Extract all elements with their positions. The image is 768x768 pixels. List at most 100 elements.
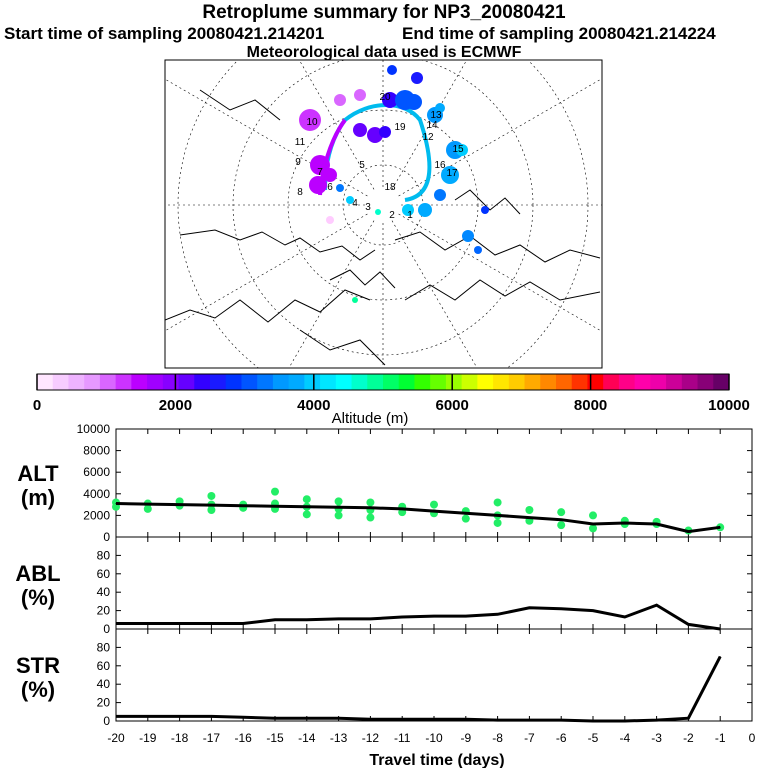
x-tick-label: -9 xyxy=(460,731,471,745)
data-point xyxy=(210,504,212,506)
x-tick-label: -19 xyxy=(139,731,157,745)
colorbar-swatch xyxy=(445,374,463,390)
x-tick-label: -6 xyxy=(556,731,567,745)
colorbar-swatch xyxy=(320,374,337,390)
y-tick-label: 20 xyxy=(97,696,111,710)
data-point xyxy=(656,604,658,606)
y-tick-label: 20 xyxy=(97,604,111,618)
colorbar-swatch xyxy=(131,374,148,390)
colorbar-swatch xyxy=(335,374,353,390)
data-point xyxy=(401,718,403,720)
scatter-point xyxy=(302,510,311,519)
x-tick-label: -4 xyxy=(619,731,630,745)
data-point xyxy=(624,522,626,524)
scatter-point xyxy=(493,498,502,507)
y-tick-label: 40 xyxy=(97,585,111,599)
data-point xyxy=(179,504,181,506)
data-point xyxy=(719,526,721,528)
colorbar-swatch xyxy=(162,374,180,390)
data-point xyxy=(338,717,340,719)
data-point xyxy=(624,616,626,618)
x-tick-label: -11 xyxy=(394,731,411,745)
x-tick-label: -8 xyxy=(492,731,503,745)
colorbar-tick-label: 8000 xyxy=(574,397,607,414)
x-axis-label: Travel time (days) xyxy=(369,752,504,768)
data-point xyxy=(306,619,308,621)
y-tick-label: 4000 xyxy=(83,487,110,501)
colorbar-swatch xyxy=(524,374,541,390)
colorbar-swatch xyxy=(225,374,242,390)
data-point xyxy=(528,719,530,721)
colorbar-swatch xyxy=(618,374,636,390)
colorbar-swatch xyxy=(304,374,321,390)
colorbar-swatch xyxy=(650,374,667,390)
x-tick-label: -12 xyxy=(362,731,380,745)
x-tick-label: -16 xyxy=(235,731,253,745)
data-point xyxy=(656,523,658,525)
x-tick-label: -2 xyxy=(683,731,694,745)
scatter-point xyxy=(143,504,152,513)
colorbar-swatch xyxy=(241,374,258,390)
x-tick-label: -7 xyxy=(524,731,535,745)
y-tick-label: 80 xyxy=(97,548,111,562)
data-point xyxy=(242,716,244,718)
data-point xyxy=(369,507,371,509)
data-point xyxy=(147,715,149,717)
scatter-point xyxy=(589,511,597,520)
y-tick-label: 6000 xyxy=(83,465,110,479)
data-point xyxy=(274,505,276,507)
colorbar-tick-label: 0 xyxy=(33,397,41,414)
data-point xyxy=(306,506,308,508)
y-axis-label: ALT xyxy=(17,461,59,486)
chart-title: Retroplume summary for NP3_20080421 xyxy=(202,2,566,23)
colorbar-swatch xyxy=(288,374,305,390)
colorbar-swatch xyxy=(272,374,290,390)
colorbar-tick-label: 2000 xyxy=(159,397,192,414)
x-tick-label: -13 xyxy=(330,731,348,745)
altitude-colorbar: 0 2000 4000 6000 8000 10000 xyxy=(33,373,750,414)
y-tick-label: 60 xyxy=(97,659,111,673)
meteorological-note: Meteorological data used is ECMWF xyxy=(246,44,522,61)
scatter-point xyxy=(493,518,502,527)
colorbar-swatch xyxy=(713,374,730,390)
x-tick-label: -14 xyxy=(298,731,316,745)
data-point xyxy=(528,517,530,519)
data-point xyxy=(624,720,626,722)
y-tick-label: 80 xyxy=(97,640,111,654)
scatter-point xyxy=(334,497,343,506)
data-point xyxy=(274,717,276,719)
scatter-point xyxy=(302,495,311,504)
scatter-point xyxy=(207,491,216,500)
colorbar-swatch xyxy=(681,374,699,390)
colorbar-swatch xyxy=(383,374,400,390)
data-point xyxy=(592,610,594,612)
y-axis-label: STR xyxy=(16,653,60,678)
data-point xyxy=(497,514,499,516)
colorbar-tick-label: 6000 xyxy=(436,397,469,414)
series-line xyxy=(115,502,721,534)
colorbar-swatch xyxy=(493,374,510,390)
data-point xyxy=(465,512,467,514)
data-point xyxy=(719,656,721,658)
data-point xyxy=(528,607,530,609)
colorbar-swatch xyxy=(603,374,620,390)
data-point xyxy=(433,615,435,617)
colorbar-swatch xyxy=(556,374,573,390)
data-point xyxy=(274,619,276,621)
colorbar-swatch xyxy=(178,374,195,390)
scatter-point xyxy=(525,506,534,514)
colorbar-swatch xyxy=(257,374,274,390)
x-tick-label: -20 xyxy=(107,731,125,745)
y-tick-label: 8000 xyxy=(83,444,110,458)
colorbar-label: Altitude (m) xyxy=(332,410,409,427)
colorbar-swatch xyxy=(52,374,69,390)
data-point xyxy=(401,616,403,618)
data-point xyxy=(497,719,499,721)
sampling-start-time: Start time of sampling 20080421.214201 xyxy=(4,24,325,43)
colorbar-swatch xyxy=(351,374,368,390)
colorbar-swatch xyxy=(477,374,494,390)
y-axis-label: (m) xyxy=(21,485,55,510)
scatter-point xyxy=(366,513,375,522)
y-tick-label: 10000 xyxy=(77,422,111,436)
